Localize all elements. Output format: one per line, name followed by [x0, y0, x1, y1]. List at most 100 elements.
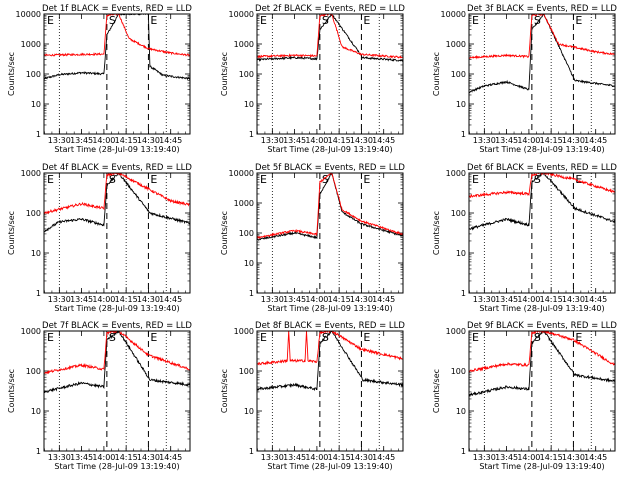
- y-tick-label: 1000: [446, 40, 466, 49]
- plot-area: [469, 14, 615, 94]
- x-tick-label: 14:30: [562, 295, 585, 304]
- y-tick-label: 1000: [21, 40, 41, 49]
- interval-marker-label: E: [363, 331, 370, 344]
- y-tick-label: 10: [456, 100, 466, 109]
- x-tick-label: 14:30: [350, 136, 373, 145]
- series-events-line: [44, 173, 190, 233]
- series-events-line: [469, 14, 615, 94]
- y-axis-label: Counts/sec: [220, 52, 229, 96]
- panel-1f: Det 1f BLACK = Events, RED = LLD Counts/s…: [7, 4, 192, 154]
- y-tick-label: 10: [244, 100, 254, 109]
- series-lld-line: [44, 14, 190, 57]
- interval-marker-label: S: [322, 331, 329, 344]
- x-tick-label: 14:45: [159, 453, 182, 462]
- y-tick-label: 1: [249, 447, 254, 456]
- interval-marker-label: S: [534, 14, 541, 27]
- plot-area: [257, 331, 403, 392]
- x-tick-label: 14:45: [584, 295, 607, 304]
- interval-marker-label: E: [472, 331, 479, 344]
- panel-7f: Det 7f BLACK = Events, RED = LLD Counts/s…: [7, 321, 192, 471]
- y-tick-label: 1000: [234, 199, 254, 208]
- series-events-line: [257, 173, 403, 241]
- plot-area: [44, 331, 190, 394]
- y-tick-label: 10: [244, 407, 254, 416]
- x-tick-label: 13:45: [70, 136, 93, 145]
- x-tick-label: 14:15: [540, 295, 563, 304]
- y-tick-label: 10000: [16, 10, 41, 19]
- x-tick-label: 13:45: [495, 295, 518, 304]
- x-tick-label: 14:45: [159, 295, 182, 304]
- x-tick-label: 14:30: [137, 453, 160, 462]
- x-tick-label: 13:45: [495, 453, 518, 462]
- x-axis-label: Start Time (28-Jul-09 13:19:40): [479, 145, 604, 154]
- interval-marker-label: E: [472, 14, 479, 27]
- y-tick-label: 100: [451, 70, 466, 79]
- y-tick-label: 10: [456, 407, 466, 416]
- y-tick-label: 10000: [441, 10, 466, 19]
- interval-marker-label: E: [150, 14, 157, 27]
- y-tick-label: 10: [456, 249, 466, 258]
- y-axis-label: Counts/sec: [7, 369, 16, 413]
- interval-marker-label: E: [47, 173, 54, 186]
- x-tick-label: 14:45: [372, 136, 395, 145]
- x-tick-label: 14:00: [92, 453, 115, 462]
- x-tick-label: 13:30: [473, 295, 496, 304]
- y-tick-label: 1000: [446, 327, 466, 336]
- y-tick-label: 1: [461, 130, 466, 139]
- x-tick-label: 13:45: [283, 136, 306, 145]
- y-tick-label: 1: [36, 289, 41, 298]
- y-axis-label: Counts/sec: [220, 211, 229, 255]
- y-tick-label: 10: [31, 100, 41, 109]
- plot-frame: [468, 13, 616, 135]
- interval-marker-label: S: [534, 173, 541, 186]
- x-tick-label: 13:30: [261, 295, 284, 304]
- y-tick-label: 1: [36, 130, 41, 139]
- panel-title: Det 3f BLACK = Events, RED = LLD: [467, 4, 617, 14]
- y-tick-label: 1000: [446, 169, 466, 178]
- plot-area: [44, 173, 190, 233]
- y-tick-label: 100: [26, 209, 41, 218]
- series-events-line: [44, 14, 190, 81]
- x-tick-label: 13:30: [48, 136, 71, 145]
- plot-frame: [43, 13, 191, 135]
- x-tick-label: 14:45: [584, 136, 607, 145]
- plot-area: [44, 14, 190, 81]
- interval-marker-label: E: [260, 331, 267, 344]
- x-axis-label: Start Time (28-Jul-09 13:19:40): [267, 145, 392, 154]
- x-tick-label: 14:00: [517, 295, 540, 304]
- y-tick-label: 100: [239, 70, 254, 79]
- y-tick-label: 1000: [234, 40, 254, 49]
- y-tick-label: 100: [239, 367, 254, 376]
- series-events-line: [44, 331, 190, 394]
- interval-marker-label: E: [47, 14, 54, 27]
- x-tick-label: 13:30: [473, 136, 496, 145]
- x-tick-label: 14:45: [584, 453, 607, 462]
- y-tick-label: 1000: [21, 327, 41, 336]
- panel-title: Det 8f BLACK = Events, RED = LLD: [255, 321, 405, 331]
- y-axis-label: Counts/sec: [7, 211, 16, 255]
- plot-area: [469, 331, 615, 398]
- y-tick-label: 1: [249, 130, 254, 139]
- panel-title: Det 9f BLACK = Events, RED = LLD: [467, 321, 617, 331]
- x-tick-label: 14:00: [517, 453, 540, 462]
- x-tick-label: 14:45: [372, 453, 395, 462]
- x-tick-label: 14:15: [328, 136, 351, 145]
- x-tick-label: 13:30: [261, 453, 284, 462]
- interval-marker-label: E: [47, 331, 54, 344]
- x-tick-label: 14:15: [115, 295, 138, 304]
- x-tick-label: 14:00: [305, 136, 328, 145]
- y-tick-label: 1000: [234, 327, 254, 336]
- interval-marker-label: E: [472, 173, 479, 186]
- x-tick-label: 14:30: [350, 295, 373, 304]
- plot-area: [257, 173, 403, 241]
- x-axis-label: Start Time (28-Jul-09 13:19:40): [479, 304, 604, 313]
- series-events-line: [469, 173, 615, 231]
- y-axis-label: Counts/sec: [432, 211, 441, 255]
- interval-marker-label: E: [363, 14, 370, 27]
- series-lld-line: [257, 14, 403, 59]
- x-tick-label: 14:15: [328, 453, 351, 462]
- interval-marker-label: E: [260, 14, 267, 27]
- x-tick-label: 14:15: [540, 136, 563, 145]
- y-tick-label: 100: [451, 367, 466, 376]
- y-axis-label: Counts/sec: [7, 52, 16, 96]
